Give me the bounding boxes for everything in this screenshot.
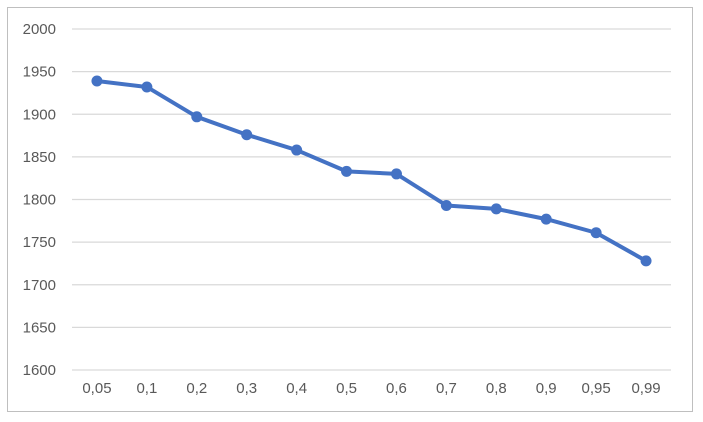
x-axis-tick-label: 0,1 — [136, 380, 157, 397]
data-point — [490, 203, 502, 215]
y-axis-tick-label: 1800 — [23, 192, 56, 209]
y-axis-tick-label: 1700 — [23, 277, 56, 294]
data-point — [241, 129, 253, 141]
data-point — [590, 227, 602, 239]
x-axis-tick-label: 0,8 — [486, 380, 507, 397]
data-point — [141, 81, 153, 93]
x-axis-tick-label: 0,9 — [536, 380, 557, 397]
data-point — [191, 111, 203, 123]
x-axis-tick-label: 0,99 — [631, 380, 660, 397]
y-axis-tick-label: 1850 — [23, 149, 56, 166]
x-axis-tick-label: 0,2 — [186, 380, 207, 397]
x-axis-tick-label: 0,95 — [582, 380, 611, 397]
x-axis-tick-label: 0,7 — [436, 380, 457, 397]
y-axis-tick-label: 1600 — [23, 362, 56, 379]
x-axis-tick-label: 0,3 — [236, 380, 257, 397]
data-point — [291, 144, 303, 156]
y-axis-tick-label: 1750 — [23, 234, 56, 251]
x-axis-tick-label: 0,6 — [386, 380, 407, 397]
y-axis-tick-label: 1950 — [23, 64, 56, 81]
y-axis-tick-label: 2000 — [23, 21, 56, 38]
data-point — [640, 255, 652, 267]
data-point — [540, 213, 552, 225]
x-axis-tick-label: 0,4 — [286, 380, 307, 397]
y-axis-tick-label: 1900 — [23, 106, 56, 123]
data-point — [440, 199, 452, 211]
y-axis-tick-label: 1650 — [23, 319, 56, 336]
data-point — [91, 75, 103, 87]
x-axis-tick-label: 0,05 — [82, 380, 111, 397]
data-point — [341, 165, 353, 177]
x-axis-tick-label: 0,5 — [336, 380, 357, 397]
data-point — [390, 168, 402, 180]
series-line — [94, 79, 649, 263]
